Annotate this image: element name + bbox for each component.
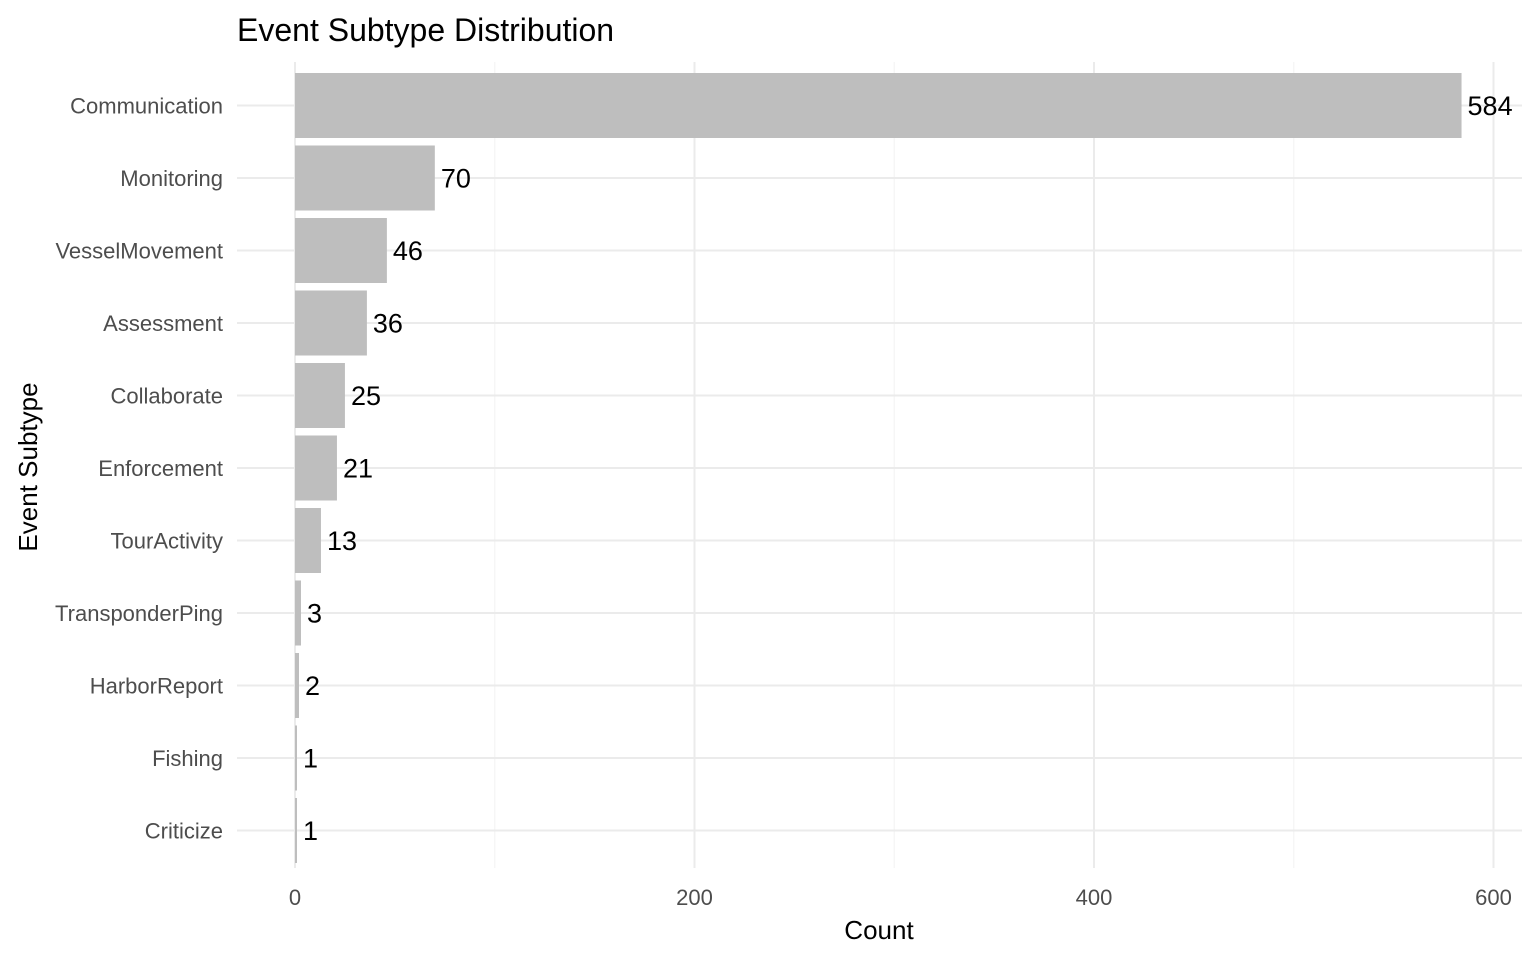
y-tick-label-harborreport: HarborReport	[90, 674, 223, 699]
x-tick-labels: 0 200 400 600	[289, 885, 1512, 910]
chart-title: Event Subtype Distribution	[237, 12, 614, 48]
data-label-transponderping: 3	[307, 599, 322, 629]
data-label-fishing: 1	[303, 744, 318, 774]
y-tick-label-vesselmovement: VesselMovement	[55, 239, 223, 264]
bar-communication	[295, 73, 1462, 138]
bar-vesselmovement	[295, 218, 387, 283]
data-label-vesselmovement: 46	[393, 236, 423, 266]
x-axis-title: Count	[844, 915, 914, 945]
y-tick-label-criticize: Criticize	[145, 819, 223, 844]
x-tick-label-600: 600	[1475, 885, 1512, 910]
data-label-assessment: 36	[373, 309, 403, 339]
bar-enforcement	[295, 435, 337, 501]
data-label-enforcement: 21	[343, 454, 373, 484]
data-label-collaborate: 25	[351, 381, 381, 411]
bar-transponderping	[295, 580, 301, 646]
x-tick-label-0: 0	[289, 885, 301, 910]
y-axis-title: Event Subtype	[13, 382, 43, 551]
y-tick-label-communication: Communication	[70, 94, 223, 119]
y-tick-label-transponderping: TransponderPing	[55, 601, 223, 626]
bar-criticize	[295, 798, 297, 863]
bars-layer	[295, 73, 1462, 863]
bar-fishing	[295, 725, 297, 791]
y-tick-labels: Communication Monitoring VesselMovement Ass…	[55, 94, 223, 844]
y-tick-label-touractivity: TourActivity	[111, 529, 223, 554]
y-tick-label-monitoring: Monitoring	[120, 166, 223, 191]
bar-harborreport	[295, 653, 299, 718]
y-tick-label-fishing: Fishing	[152, 746, 223, 771]
bar-monitoring	[295, 145, 435, 211]
y-tick-label-assessment: Assessment	[103, 311, 223, 336]
data-label-communication: 584	[1468, 91, 1513, 121]
y-tick-label-collaborate: Collaborate	[110, 384, 223, 409]
grid-layer	[237, 62, 1522, 868]
bar-collaborate	[295, 363, 345, 428]
bar-assessment	[295, 290, 367, 356]
data-label-criticize: 1	[303, 816, 318, 846]
bar-touractivity	[295, 508, 321, 573]
x-tick-label-400: 400	[1076, 885, 1113, 910]
data-label-harborreport: 2	[305, 671, 320, 701]
data-label-touractivity: 13	[327, 526, 357, 556]
x-tick-label-200: 200	[676, 885, 713, 910]
data-label-monitoring: 70	[441, 164, 471, 194]
y-tick-label-enforcement: Enforcement	[98, 456, 223, 481]
